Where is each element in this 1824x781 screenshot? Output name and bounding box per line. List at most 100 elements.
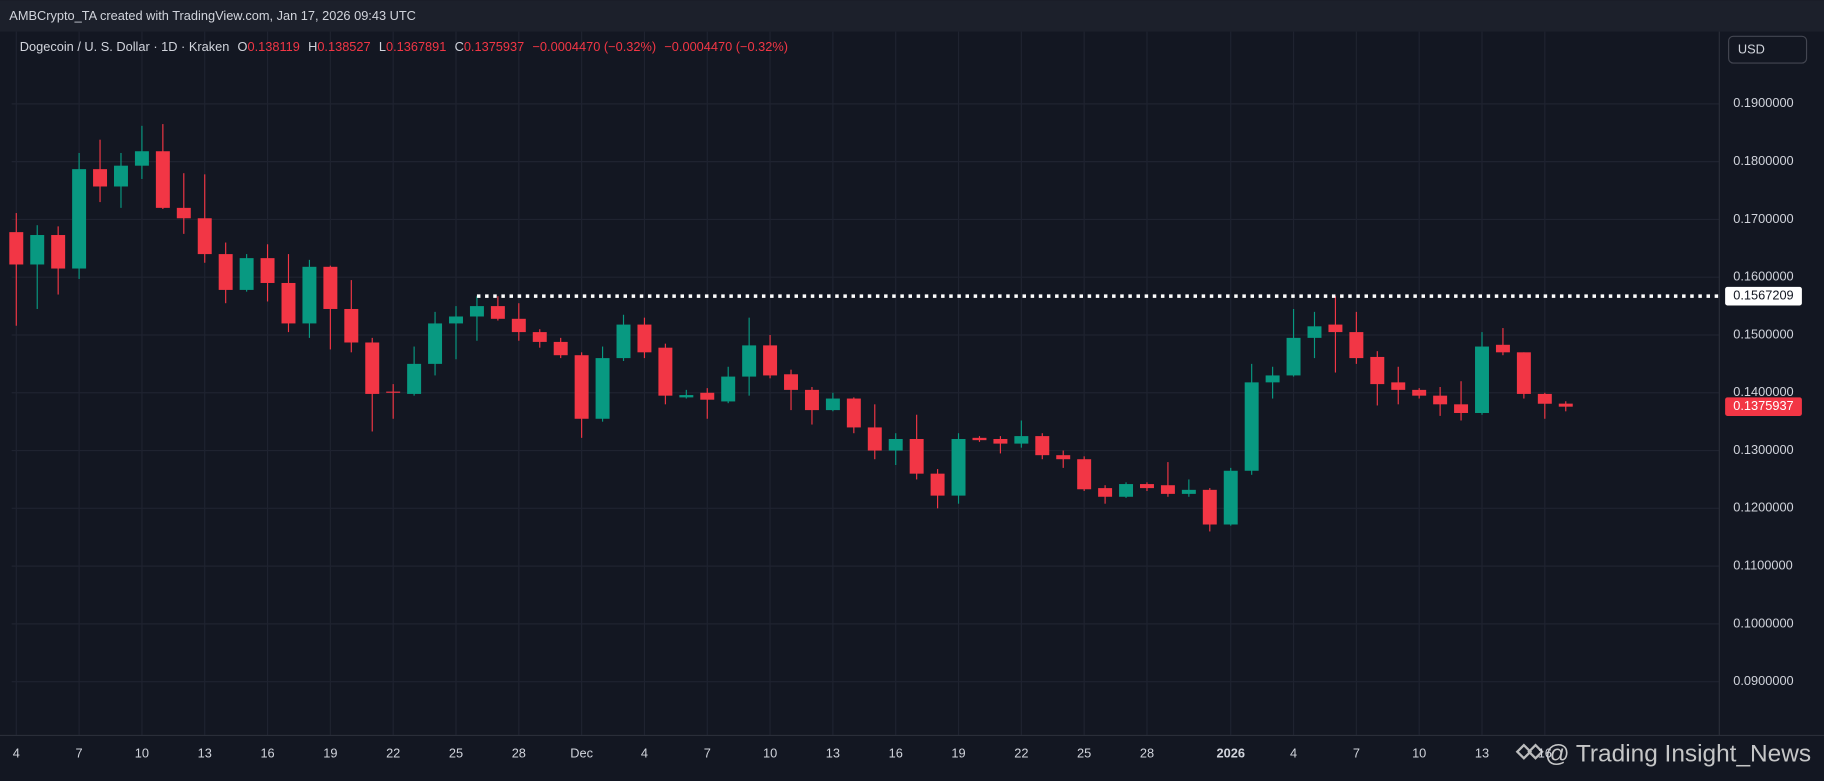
candle-body bbox=[867, 427, 882, 451]
candle-body bbox=[72, 169, 87, 269]
candle-body bbox=[1119, 484, 1134, 497]
y-tick-label: 0.1300000 bbox=[1733, 442, 1793, 457]
candle-body bbox=[114, 165, 128, 187]
high-value: 0.138527 bbox=[317, 39, 370, 54]
candle-body bbox=[1391, 382, 1406, 390]
candle-body bbox=[1286, 337, 1301, 376]
candle-body bbox=[1056, 455, 1071, 460]
candle-body bbox=[197, 218, 212, 255]
x-tick-label: 22 bbox=[386, 745, 400, 760]
candle-body bbox=[742, 345, 757, 377]
close-label: C bbox=[455, 39, 464, 54]
candle-body bbox=[804, 389, 819, 411]
candle-body bbox=[1433, 395, 1448, 405]
candles bbox=[9, 124, 1573, 532]
candle-body bbox=[134, 151, 149, 166]
candle-body bbox=[993, 438, 1008, 444]
y-tick-label: 0.1500000 bbox=[1733, 326, 1793, 341]
legend: Dogecoin / U. S. Dollar · 1D · Kraken O0… bbox=[20, 39, 788, 54]
y-tick-label: 0.0900000 bbox=[1733, 673, 1793, 688]
level-tag bbox=[1725, 286, 1802, 306]
candle-body bbox=[721, 376, 736, 402]
x-tick-label: 19 bbox=[323, 745, 337, 760]
x-tick-label: 16 bbox=[889, 745, 903, 760]
candle-body bbox=[1202, 489, 1217, 525]
candle-body bbox=[616, 324, 631, 359]
candle-body bbox=[825, 398, 840, 411]
candle-body bbox=[1516, 352, 1531, 394]
level-tag-label: 0.1567209 bbox=[1733, 288, 1793, 303]
candle-body bbox=[1558, 403, 1573, 407]
candle-body bbox=[260, 258, 275, 283]
candle-body bbox=[1454, 404, 1469, 413]
y-tick-label: 0.1800000 bbox=[1733, 153, 1793, 168]
candle-body bbox=[700, 392, 715, 400]
candle-body bbox=[386, 391, 401, 393]
candle-body bbox=[93, 169, 108, 187]
watermark-logo bbox=[1515, 743, 1544, 760]
candle-body bbox=[155, 151, 170, 208]
candle-body bbox=[784, 374, 798, 390]
candle-body bbox=[1349, 332, 1364, 359]
candle-body bbox=[909, 438, 924, 474]
x-tick-label: 13 bbox=[198, 745, 212, 760]
x-tick-label: 13 bbox=[826, 745, 840, 760]
header-bar bbox=[0, 0, 1824, 32]
candle-body bbox=[1160, 485, 1175, 494]
candle-body bbox=[30, 235, 45, 265]
candle-body bbox=[281, 282, 296, 324]
candle-body bbox=[888, 438, 903, 451]
y-tick-label: 0.1100000 bbox=[1733, 557, 1792, 572]
x-tick-label: 4 bbox=[641, 745, 648, 760]
y-tick-label: 0.1600000 bbox=[1733, 269, 1793, 284]
candle-body bbox=[532, 332, 547, 342]
candle-body bbox=[1328, 324, 1343, 333]
candle-body bbox=[595, 358, 610, 419]
candle-body bbox=[930, 473, 945, 496]
y-tick-label: 0.1400000 bbox=[1733, 384, 1793, 399]
candle-body bbox=[218, 254, 233, 290]
x-tick-label: 10 bbox=[763, 745, 777, 760]
x-tick-label: 13 bbox=[1475, 745, 1489, 760]
high-label: H bbox=[308, 39, 317, 54]
candle-body bbox=[1014, 436, 1029, 444]
candle-body bbox=[323, 266, 338, 309]
x-tick-label: 28 bbox=[512, 745, 526, 760]
candle-body bbox=[51, 235, 66, 269]
x-tick-label: 19 bbox=[951, 745, 965, 760]
candle-body bbox=[511, 318, 526, 333]
x-tick-label: 7 bbox=[76, 745, 83, 760]
x-tick-label: 10 bbox=[1412, 745, 1426, 760]
x-tick-label: 16 bbox=[1538, 745, 1552, 760]
y-tick-label: 0.1700000 bbox=[1733, 211, 1793, 226]
x-tick-label: 16 bbox=[260, 745, 274, 760]
candle-body bbox=[1223, 470, 1238, 525]
x-tick-label: 25 bbox=[1077, 745, 1091, 760]
candle-body bbox=[951, 438, 966, 496]
candle-body bbox=[449, 316, 463, 324]
candle-body bbox=[1181, 489, 1196, 494]
candle-body bbox=[344, 308, 359, 343]
candle-body bbox=[1307, 326, 1322, 338]
candle-body bbox=[637, 324, 652, 353]
credit: AMBCrypto_TA created with TradingView.co… bbox=[9, 8, 416, 23]
x-tick-label: Dec bbox=[570, 745, 593, 760]
price-tag-label: 0.1375937 bbox=[1733, 398, 1793, 413]
x-tick-label: 7 bbox=[704, 745, 711, 760]
candle-body bbox=[1035, 436, 1050, 456]
candle-body bbox=[365, 342, 380, 394]
x-tick-label: 28 bbox=[1140, 745, 1154, 760]
currency-label[interactable]: USD bbox=[1738, 42, 1765, 57]
change: −0.0004470 (−0.32%) bbox=[664, 39, 788, 54]
currency-button[interactable] bbox=[1728, 35, 1808, 64]
candle-body bbox=[1412, 389, 1427, 396]
candle-body bbox=[1077, 459, 1092, 490]
candle-body bbox=[846, 398, 861, 428]
candle-body bbox=[972, 437, 987, 441]
candle-body bbox=[239, 258, 254, 290]
x-tick-label: 25 bbox=[449, 745, 463, 760]
candle-body bbox=[658, 347, 673, 396]
y-tick-label: 0.1200000 bbox=[1733, 500, 1793, 515]
